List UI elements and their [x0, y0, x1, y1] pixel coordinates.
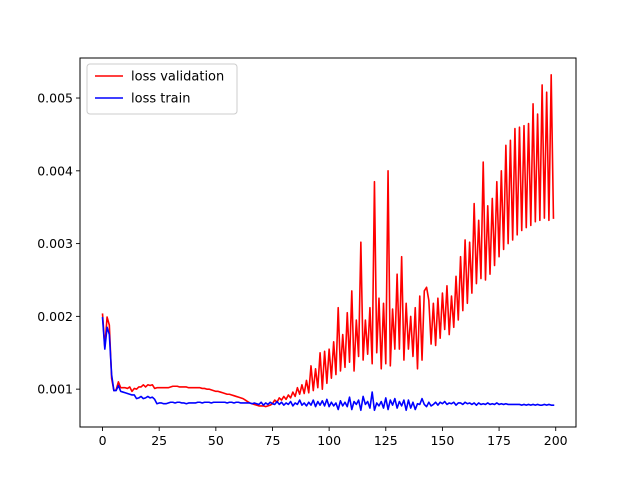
- plot-frame: [79, 57, 577, 428]
- x-tick-label: 75: [265, 433, 281, 448]
- y-axis: 0.001 0.002 0.003 0.004 0.005: [37, 91, 80, 397]
- x-tick-label: 25: [151, 433, 167, 448]
- x-tick-label: 100: [317, 433, 341, 448]
- series-line-0: [101, 73, 555, 408]
- x-axis: 0 25 50 75 100 125 150 175 200: [99, 427, 568, 448]
- x-tick-label: 175: [487, 433, 511, 448]
- series-layer: [101, 73, 555, 412]
- x-tick-label: 0: [99, 433, 107, 448]
- legend-label-0: loss validation: [131, 70, 224, 85]
- x-tick-label: 150: [430, 433, 454, 448]
- series-line-1: [101, 316, 555, 412]
- legend: loss validation loss train: [86, 63, 238, 115]
- y-tick-label: 0.004: [37, 163, 73, 178]
- x-tick-label: 125: [374, 433, 398, 448]
- x-tick-label: 50: [208, 433, 224, 448]
- legend-label-1: loss train: [131, 92, 191, 107]
- y-tick-label: 0.001: [37, 382, 73, 397]
- legend-box: [86, 63, 238, 115]
- y-tick-label: 0.005: [37, 91, 73, 106]
- y-tick-label: 0.002: [37, 309, 73, 324]
- x-tick-label: 200: [544, 433, 568, 448]
- y-tick-label: 0.003: [37, 236, 73, 251]
